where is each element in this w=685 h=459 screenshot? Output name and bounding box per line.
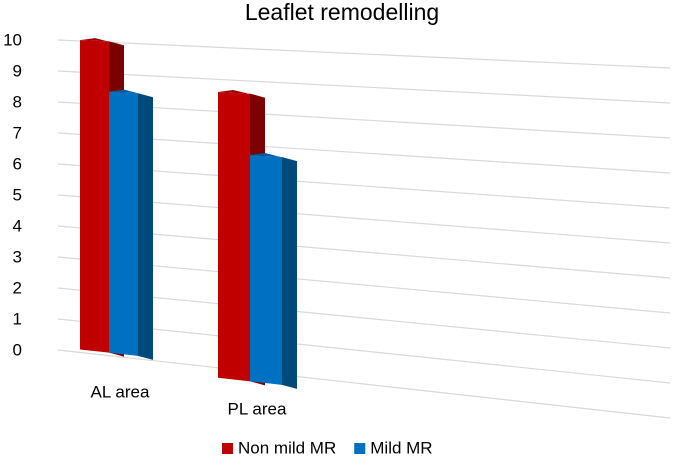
bar [218, 91, 250, 382]
bar-top [80, 38, 124, 46]
y-tick-label: 1 [13, 309, 22, 328]
bar-top [218, 89, 265, 98]
grid-line [57, 287, 671, 349]
legend-swatch [354, 443, 366, 454]
y-tick-label: 4 [13, 216, 22, 235]
grid-line [57, 225, 671, 279]
x-tick-label: AL area [91, 382, 150, 401]
grid-line [57, 132, 671, 174]
bar [109, 91, 138, 356]
y-tick-label: 10 [3, 30, 22, 49]
x-tick-label: PL area [228, 399, 287, 418]
y-tick-label: 5 [13, 185, 22, 204]
legend-label: Mild MR [370, 438, 432, 457]
y-tick-label: 3 [13, 247, 22, 266]
bar [250, 155, 282, 385]
bar-top [250, 153, 297, 162]
y-tick-label: 2 [13, 278, 22, 297]
grid-line [57, 101, 671, 139]
bar-top [109, 89, 153, 98]
bar-side [138, 93, 153, 360]
y-tick-label: 0 [13, 340, 22, 359]
grid-line [57, 349, 671, 419]
legend-swatch [222, 443, 233, 454]
chart-title: Leaflet remodelling [245, 0, 439, 25]
bar [80, 40, 109, 353]
y-tick-label: 8 [13, 92, 22, 111]
legend-label: Non mild MR [238, 438, 336, 457]
y-tick-label: 7 [13, 123, 22, 142]
y-tick-label: 6 [13, 154, 22, 173]
grid-line [57, 256, 671, 314]
grid-line [57, 39, 671, 69]
grid-line [57, 318, 671, 384]
grid-line [57, 163, 671, 209]
y-tick-label: 9 [13, 61, 22, 80]
bar-side [282, 157, 297, 389]
grid-line [57, 70, 671, 104]
grid-line [57, 194, 671, 244]
